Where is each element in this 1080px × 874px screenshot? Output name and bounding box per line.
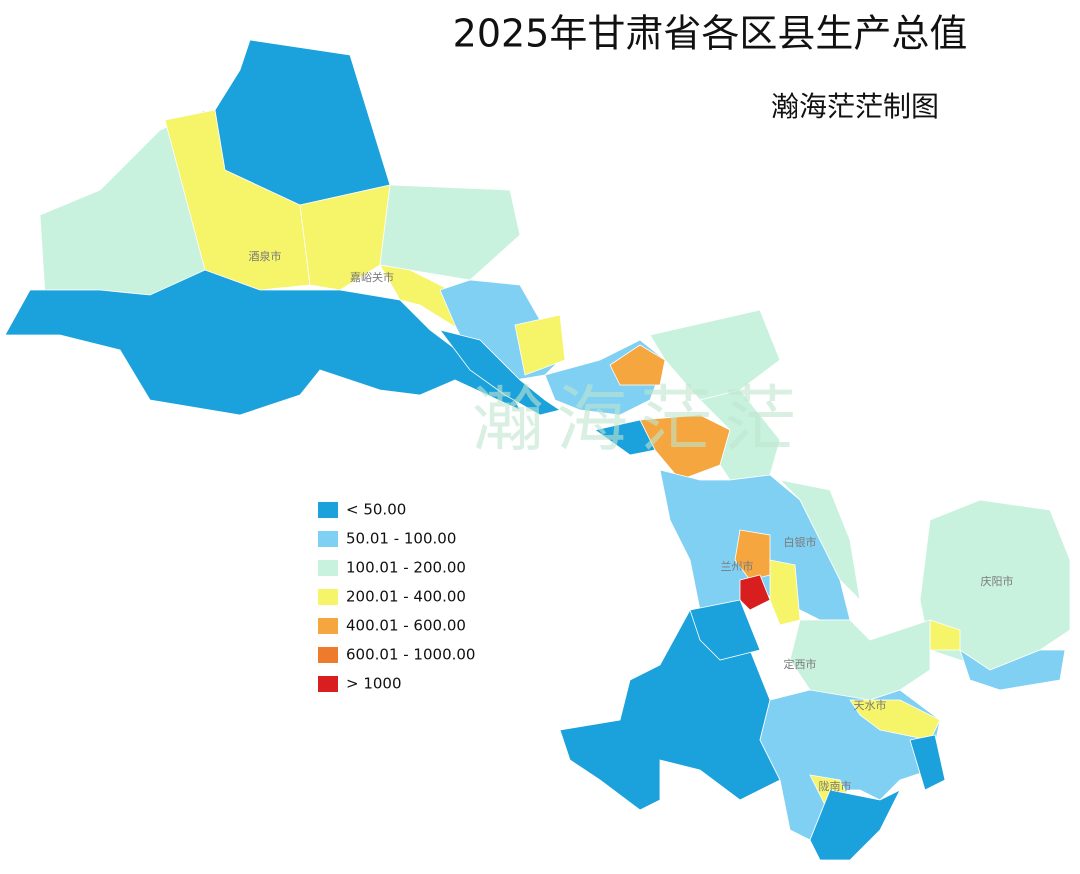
county-region <box>739 574 771 611</box>
legend-swatch <box>318 618 338 634</box>
city-label: 白银市 <box>784 535 817 549</box>
legend-label: 200.01 - 400.00 <box>346 588 466 606</box>
city-label: 天水市 <box>854 698 887 712</box>
city-label: 定西市 <box>784 657 817 671</box>
legend-swatch <box>318 647 338 663</box>
legend-label: 50.01 - 100.00 <box>346 530 456 548</box>
legend-label: 600.01 - 1000.00 <box>346 646 475 664</box>
title: 2025年甘肃省各区县生产总值 <box>453 12 968 56</box>
legend-swatch <box>318 531 338 547</box>
legend-label: < 50.00 <box>346 501 406 519</box>
legend-swatch <box>318 589 338 605</box>
county-region <box>299 184 391 291</box>
city-label: 陇南市 <box>819 779 852 793</box>
city-label: 酒泉市 <box>249 249 282 263</box>
county-region <box>594 419 656 456</box>
county-region <box>439 329 561 416</box>
legend-label: 100.01 - 200.00 <box>346 559 466 577</box>
legend-swatch <box>318 560 338 576</box>
county-region <box>809 789 901 861</box>
legend-swatch <box>318 676 338 692</box>
county-region <box>379 184 521 281</box>
legend: < 50.00 50.01 - 100.00 100.01 - 200.00 200.… <box>318 501 475 693</box>
legend-label: 400.01 - 600.00 <box>346 617 466 635</box>
county-region <box>909 734 946 791</box>
city-label: 嘉峪关市 <box>350 270 394 284</box>
county-region <box>778 479 861 602</box>
county-region <box>514 314 566 376</box>
county-region <box>769 559 801 626</box>
legend-swatch <box>318 502 338 518</box>
county-region <box>609 344 666 386</box>
county-region <box>689 599 761 661</box>
subtitle: 瀚海茫茫制图 <box>771 90 939 123</box>
watermark: 瀚海茫茫 <box>472 378 808 462</box>
region-shapes <box>4 39 1071 861</box>
legend-label: > 1000 <box>346 675 402 693</box>
county-region <box>959 649 1066 691</box>
city-label: 庆阳市 <box>981 574 1014 588</box>
county-region <box>214 39 391 206</box>
city-label: 兰州市 <box>721 559 754 573</box>
